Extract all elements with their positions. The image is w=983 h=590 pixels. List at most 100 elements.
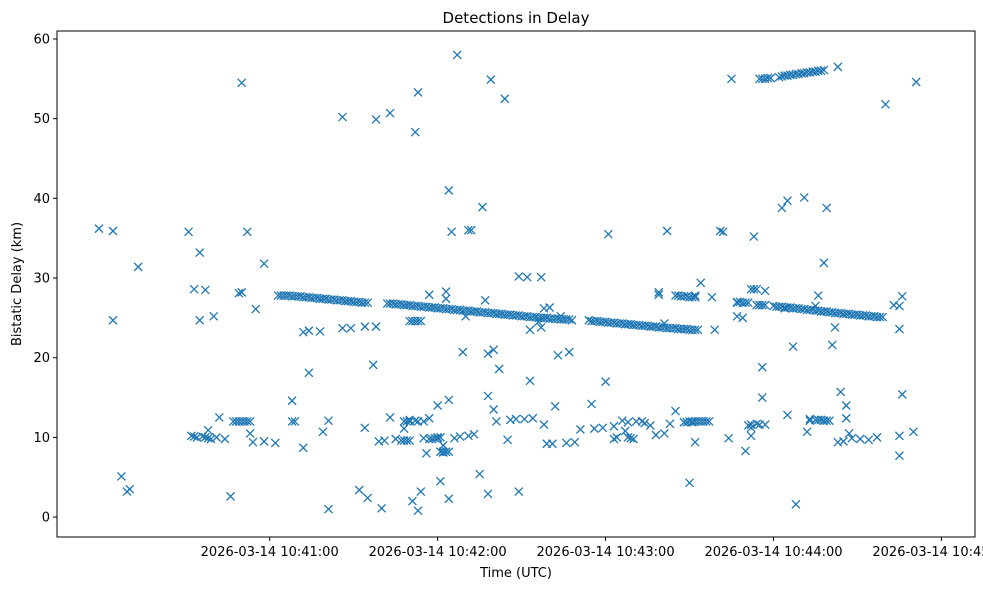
data-point bbox=[757, 393, 767, 403]
data-point bbox=[379, 436, 389, 446]
data-point bbox=[200, 432, 210, 442]
data-point bbox=[620, 426, 630, 436]
data-point bbox=[623, 432, 633, 442]
data-point bbox=[908, 427, 918, 437]
data-point bbox=[346, 323, 356, 333]
data-point bbox=[819, 258, 829, 268]
data-point bbox=[609, 434, 619, 444]
data-point bbox=[528, 413, 538, 423]
data-point bbox=[827, 340, 837, 350]
plot-area bbox=[57, 31, 975, 537]
data-point bbox=[251, 304, 261, 314]
data-point bbox=[715, 226, 725, 236]
data-point bbox=[525, 376, 535, 386]
data-point bbox=[704, 416, 714, 426]
data-point bbox=[783, 410, 792, 420]
data-point bbox=[385, 413, 395, 422]
data-point bbox=[760, 300, 770, 310]
data-point bbox=[897, 291, 907, 301]
data-point bbox=[802, 427, 812, 437]
y-tick-label: 0 bbox=[42, 511, 50, 526]
data-point bbox=[690, 437, 700, 447]
y-tick-label: 20 bbox=[33, 351, 50, 366]
data-point bbox=[287, 396, 297, 406]
data-point bbox=[757, 300, 767, 310]
data-point bbox=[234, 288, 244, 298]
data-point bbox=[564, 315, 574, 324]
data-point bbox=[685, 478, 694, 488]
data-point bbox=[749, 232, 759, 242]
data-point bbox=[838, 436, 848, 446]
y-tick-label: 60 bbox=[33, 32, 50, 47]
data-point bbox=[864, 435, 874, 445]
data-point bbox=[766, 73, 776, 83]
data-point bbox=[452, 50, 462, 60]
x-tick-label: 2026-03-14 10:42:00 bbox=[369, 545, 507, 560]
data-point bbox=[189, 284, 199, 294]
data-point bbox=[654, 287, 664, 297]
data-point bbox=[466, 225, 476, 235]
data-point bbox=[433, 401, 443, 410]
data-point bbox=[489, 345, 499, 355]
data-point bbox=[710, 325, 720, 335]
data-point bbox=[242, 227, 252, 237]
data-point bbox=[463, 431, 473, 441]
chart-title: Detections in Delay bbox=[443, 9, 590, 27]
data-point bbox=[226, 491, 235, 501]
data-point bbox=[514, 271, 524, 281]
data-point bbox=[525, 325, 535, 335]
data-point bbox=[125, 484, 135, 494]
data-point bbox=[259, 436, 269, 446]
data-point bbox=[690, 325, 700, 335]
data-point bbox=[570, 437, 580, 447]
data-point bbox=[441, 447, 451, 457]
data-point bbox=[545, 303, 555, 312]
data-point bbox=[752, 284, 762, 294]
data-point bbox=[651, 430, 661, 440]
data-point bbox=[315, 326, 325, 336]
data-point bbox=[399, 424, 409, 434]
data-point bbox=[645, 420, 655, 430]
data-point bbox=[206, 434, 216, 444]
data-point bbox=[413, 87, 423, 97]
data-point bbox=[186, 431, 196, 441]
data-point bbox=[486, 75, 496, 85]
data-point bbox=[209, 311, 219, 321]
data-point bbox=[324, 504, 333, 514]
data-point bbox=[774, 72, 784, 82]
data-point bbox=[212, 432, 221, 442]
data-point bbox=[617, 416, 627, 426]
data-point bbox=[629, 434, 639, 444]
data-point bbox=[693, 325, 703, 335]
data-point bbox=[738, 313, 748, 323]
data-point bbox=[245, 428, 255, 438]
data-point bbox=[897, 389, 907, 399]
data-point bbox=[799, 193, 809, 203]
data-point bbox=[847, 433, 857, 443]
data-point bbox=[441, 287, 451, 297]
data-point bbox=[133, 262, 143, 272]
data-point bbox=[640, 418, 650, 428]
data-point bbox=[200, 285, 210, 295]
data-point bbox=[553, 350, 563, 360]
plot-frame bbox=[56, 30, 976, 538]
data-point bbox=[783, 196, 792, 206]
data-point bbox=[371, 322, 381, 332]
data-point bbox=[911, 77, 921, 87]
data-point bbox=[424, 290, 434, 300]
data-point bbox=[791, 499, 801, 509]
data-point bbox=[298, 443, 308, 453]
data-point bbox=[318, 427, 328, 437]
data-point bbox=[732, 311, 742, 321]
data-point bbox=[894, 301, 904, 311]
data-point bbox=[237, 287, 247, 297]
data-point bbox=[368, 360, 378, 370]
data-point bbox=[203, 433, 213, 443]
data-point bbox=[402, 416, 412, 426]
data-point bbox=[598, 423, 608, 433]
data-point bbox=[416, 316, 426, 326]
data-point bbox=[659, 428, 669, 438]
data-point bbox=[741, 298, 750, 308]
data-point bbox=[237, 78, 247, 88]
data-point bbox=[195, 248, 205, 257]
